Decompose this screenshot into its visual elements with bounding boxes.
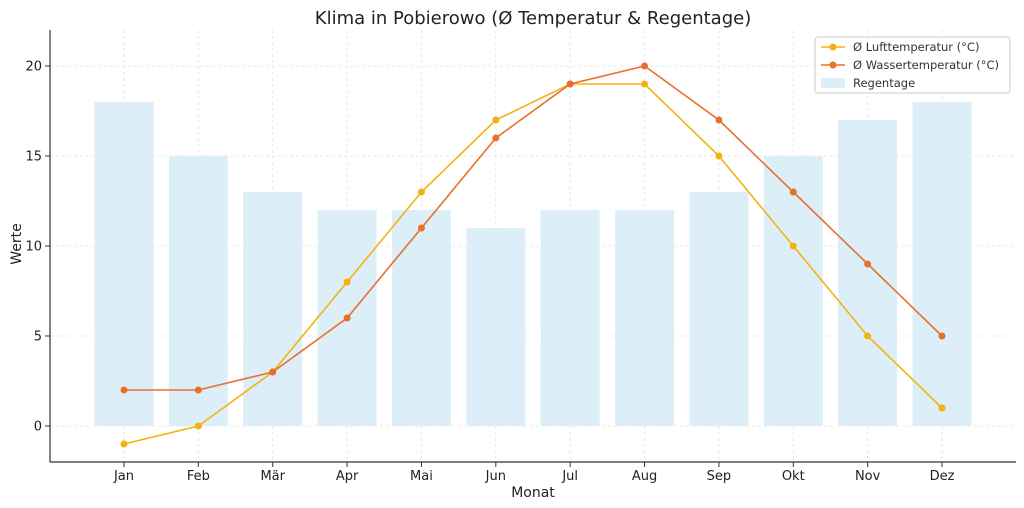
data-point <box>938 332 946 340</box>
bar <box>168 156 228 426</box>
legend-label: Ø Lufttemperatur (°C) <box>853 40 979 54</box>
bar <box>615 210 675 426</box>
legend-label: Ø Wassertemperatur (°C) <box>853 58 999 72</box>
bar <box>689 192 749 426</box>
data-point <box>864 332 872 340</box>
data-point <box>120 440 128 448</box>
x-tick-label: Mai <box>410 469 433 484</box>
data-point <box>417 188 425 196</box>
data-point <box>194 386 202 394</box>
series-line <box>123 83 943 445</box>
legend-box <box>814 36 1011 94</box>
bar <box>763 156 823 426</box>
series-line <box>124 65 943 391</box>
x-tick-label: Sep <box>707 469 732 484</box>
legend: Ø Lufttemperatur (°C) Ø Wassertemperatur … <box>814 36 1011 94</box>
data-point <box>864 260 872 268</box>
bar <box>540 210 600 426</box>
x-axis-title: Monat <box>511 485 555 501</box>
data-point <box>343 314 351 322</box>
data-point <box>715 116 723 124</box>
data-point <box>641 62 649 70</box>
bar <box>912 102 972 426</box>
chart-title: Klima in Pobierowo (Ø Temperatur & Regen… <box>315 8 751 29</box>
y-tick-label: 20 <box>25 60 42 75</box>
data-point <box>789 242 797 250</box>
legend-marker-swatch <box>829 61 837 69</box>
x-tick-label: Aug <box>632 469 657 484</box>
data-point <box>269 368 277 376</box>
bar-series-regentage <box>94 102 972 426</box>
data-point <box>566 80 574 88</box>
data-point <box>492 134 500 142</box>
legend-marker-swatch <box>829 43 837 51</box>
data-point <box>194 422 202 430</box>
bar <box>838 120 898 426</box>
bar <box>243 192 303 426</box>
y-tick-label: 10 <box>25 240 42 255</box>
x-tick-label: Jul <box>561 469 578 484</box>
data-point <box>789 188 797 196</box>
data-point <box>417 224 425 232</box>
data-point <box>120 386 128 394</box>
x-tick-label: Feb <box>187 469 210 484</box>
x-tick-label: Jun <box>485 469 506 484</box>
x-tick-label: Okt <box>782 469 805 484</box>
x-tick-label: Mär <box>260 469 285 484</box>
legend-label: Regentage <box>853 76 915 90</box>
tick-labels: 0 5 10 15 20 Jan Feb Mär Apr Mai Jun Jul Aug Sep Okt No… <box>25 60 954 485</box>
line-series-group <box>120 62 946 448</box>
bar <box>391 210 451 426</box>
x-tick-label: Dez <box>930 469 955 484</box>
bar <box>466 228 526 426</box>
y-tick-label: 5 <box>34 330 42 345</box>
y-axis-title: Werte <box>9 223 25 265</box>
data-point <box>641 80 649 88</box>
data-point <box>938 404 946 412</box>
data-point <box>343 278 351 286</box>
x-tick-label: Jan <box>113 469 134 484</box>
y-tick-label: 15 <box>25 150 42 165</box>
legend-bar-swatch <box>821 78 845 88</box>
data-point <box>715 152 723 160</box>
data-point <box>492 116 500 124</box>
y-tick-label: 0 <box>34 420 42 435</box>
x-tick-label: Apr <box>336 469 359 484</box>
x-tick-label: Nov <box>855 469 881 484</box>
bar <box>94 102 154 426</box>
